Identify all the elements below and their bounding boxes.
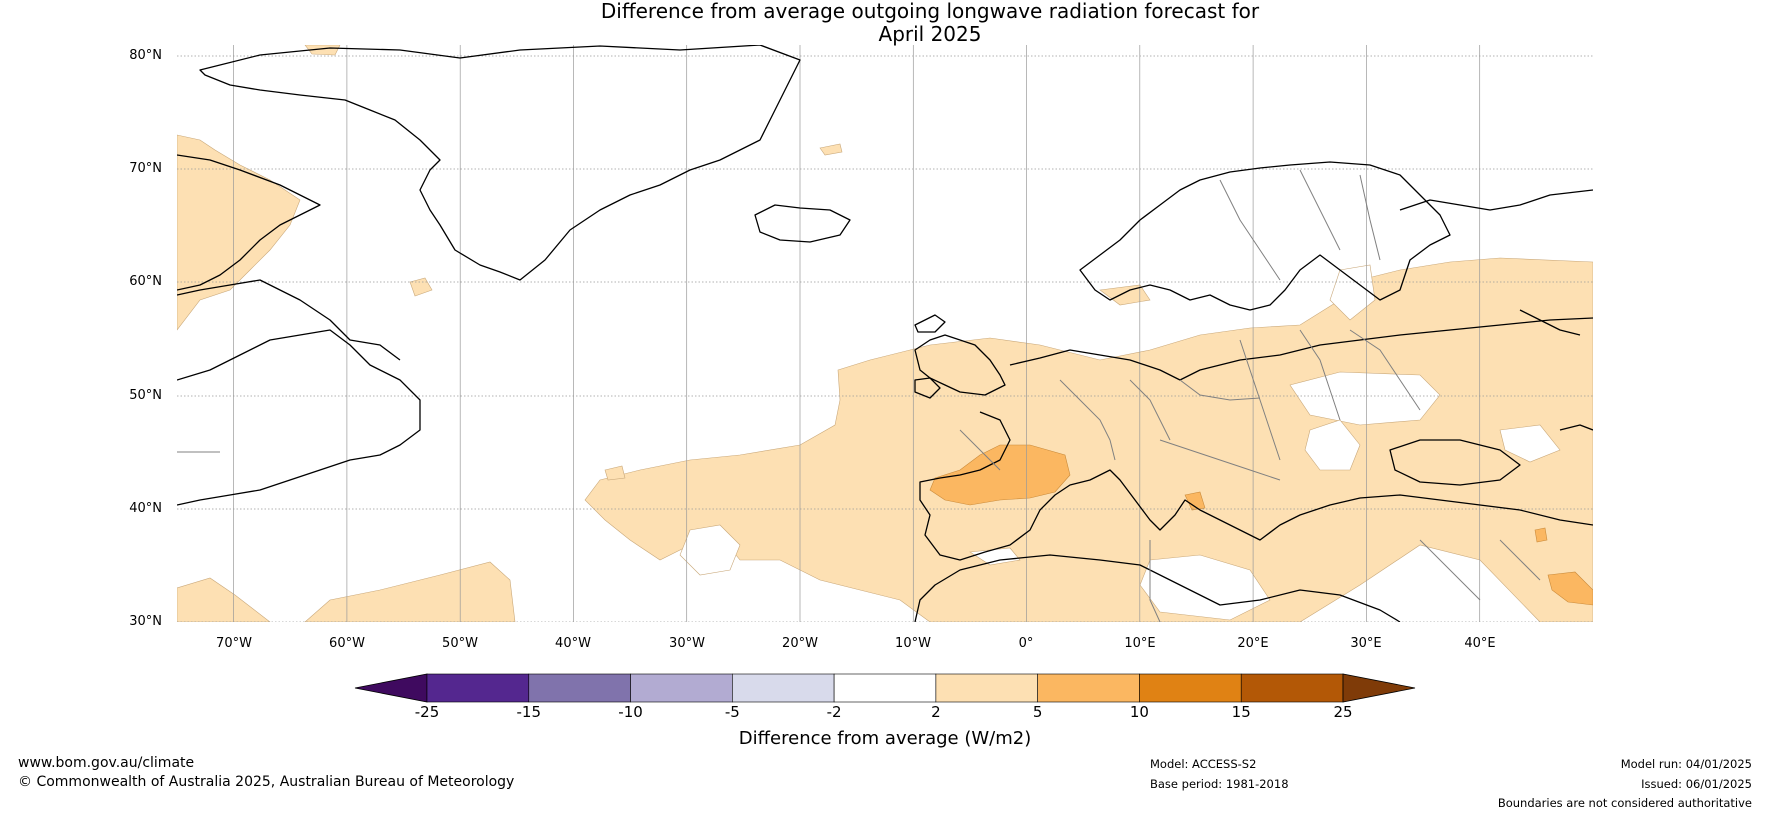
lat-label-50n: 50°N [129,388,162,403]
lat-label-60n: 60°N [129,274,162,289]
lon-label-60w: 60°W [329,636,365,651]
issued-text: Issued: 06/01/2025 [1641,777,1752,791]
anomaly-5-10-fill [929,444,1593,606]
disclaimer-text: Boundaries are not considered authoritat… [1497,796,1752,810]
lon-label-10w: 10°W [895,636,931,651]
colorbar-box-4 [833,673,937,703]
lon-label-50w: 50°W [442,636,478,651]
colorbar-tick-label: -10 [618,703,643,721]
website-link[interactable]: www.bom.gov.au/climate [18,755,195,771]
title-line-1: Difference from average outgoing longwav… [600,0,1260,23]
model-text: Model: ACCESS-S2 [1150,757,1257,771]
colorbar-title: Difference from average (W/m2) [738,728,1032,749]
colorbar-extend-high [1342,673,1416,703]
colorbar-box-7 [1139,673,1242,703]
colorbar-box-8 [1240,673,1344,703]
colorbar-tick-label: -5 [724,703,740,721]
map-area: 80°N 70°N 60°N 50°N 40°N 30°N 70°W 60°W … [129,45,1593,651]
lon-label-20e: 20°E [1237,636,1269,651]
lat-label-80n: 80°N [129,48,162,63]
country-borders [177,169,1541,622]
lon-label-10e: 10°E [1124,636,1156,651]
colorbar-extend-low [354,673,428,703]
coastlines [177,45,1593,622]
colorbar-tick-label: 2 [931,703,941,721]
lon-label-30w: 30°W [669,636,705,651]
colorbar-box-1 [528,673,631,703]
lon-label-0: 0° [1018,636,1034,651]
lon-label-40e: 40°E [1464,636,1496,651]
colorbar-box-5 [935,673,1038,703]
lon-label-40w: 40°W [555,636,591,651]
colorbar-tick-label: 15 [1231,703,1251,721]
copyright-text: © Commonwealth of Australia 2025, Austra… [18,774,515,790]
colorbar-box-3 [732,673,835,703]
colorbar-tick-label: 25 [1333,703,1353,721]
colorbar-box-2 [630,673,733,703]
colorbar-tick-label: 5 [1032,703,1043,721]
no-anomaly-holes [679,264,1561,621]
lat-label-70n: 70°N [129,161,162,176]
graticule [177,45,1593,622]
lon-label-70w: 70°W [216,636,252,651]
anomaly-2-5-fill [177,45,1593,622]
colorbar-tick-label: -2 [826,703,842,721]
model-run-text: Model run: 04/01/2025 [1620,757,1752,771]
colorbar-box-6 [1037,673,1140,703]
map-title: Difference from average outgoing longwav… [500,0,1360,46]
lat-label-40n: 40°N [129,501,162,516]
colorbar-box-0 [426,673,530,703]
lon-label-30e: 30°E [1350,636,1382,651]
colorbar-tick-label: 10 [1129,703,1149,721]
colorbar [354,673,1416,703]
lat-label-30n: 30°N [129,614,162,629]
lon-label-20w: 20°W [782,636,818,651]
colorbar-tick-label: -25 [414,703,440,721]
base-period-text: Base period: 1981-2018 [1150,777,1289,791]
map-svg [177,45,1593,622]
colorbar-tick-label: -15 [516,703,542,721]
title-line-2: April 2025 [878,22,982,46]
